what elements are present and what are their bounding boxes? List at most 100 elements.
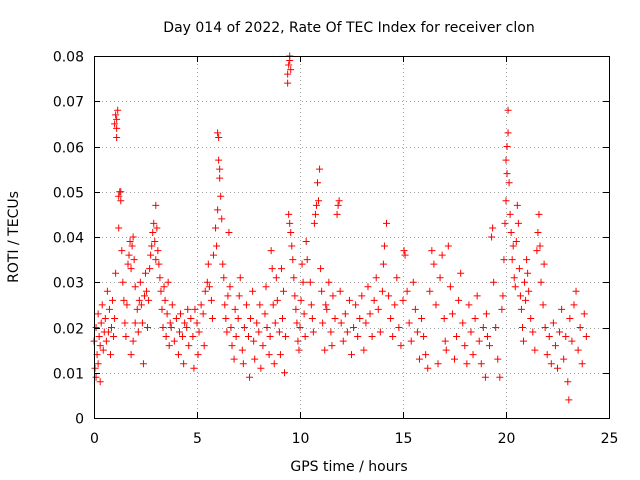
data-point	[276, 351, 284, 359]
data-point	[155, 260, 163, 268]
data-point	[533, 247, 541, 255]
data-point	[451, 355, 458, 363]
data-point	[488, 233, 496, 241]
data-point	[558, 305, 566, 313]
data-point	[505, 179, 513, 187]
data-point	[270, 360, 278, 368]
x-tick-label: 15	[395, 431, 413, 447]
data-point	[246, 373, 254, 381]
data-point	[220, 274, 228, 282]
data-point	[239, 360, 247, 368]
data-point	[471, 314, 479, 322]
data-point	[566, 314, 574, 322]
data-point	[215, 133, 223, 141]
data-point	[185, 342, 193, 350]
data-point	[146, 265, 154, 273]
data-point	[216, 174, 224, 182]
data-point	[380, 242, 388, 250]
data-point	[303, 256, 311, 264]
data-point	[289, 256, 297, 264]
data-point	[163, 310, 171, 318]
data-point	[159, 324, 167, 331]
data-point	[288, 242, 296, 250]
data-point	[477, 360, 485, 368]
data-point	[517, 305, 525, 313]
data-point	[457, 269, 465, 277]
data-point	[113, 133, 121, 141]
y-tick-label: 0.05	[53, 186, 84, 202]
data-point	[348, 351, 355, 359]
x-tick-label: 10	[292, 431, 310, 447]
data-point	[536, 242, 544, 250]
data-point	[496, 373, 504, 381]
data-point	[235, 292, 243, 300]
data-point	[400, 247, 408, 255]
data-point	[554, 364, 561, 372]
data-point	[195, 328, 203, 336]
data-point	[521, 278, 529, 286]
data-point	[108, 324, 116, 331]
chart-title: Day 014 of 2022, Rate Of TEC Index for r…	[163, 20, 534, 36]
data-point	[161, 296, 169, 304]
data-point	[366, 310, 374, 318]
data-point	[463, 360, 471, 368]
data-point	[547, 360, 555, 368]
data-point	[268, 265, 276, 273]
data-point	[582, 333, 590, 341]
data-point	[448, 310, 456, 318]
data-point	[168, 301, 176, 309]
data-point	[290, 274, 298, 282]
data-point	[122, 333, 130, 341]
data-point	[424, 364, 432, 372]
data-point	[441, 337, 449, 345]
data-point	[295, 346, 303, 354]
data-point	[262, 283, 270, 291]
data-point	[257, 364, 265, 372]
data-point	[124, 260, 132, 268]
data-point	[534, 228, 542, 236]
data-point	[151, 238, 159, 246]
data-point	[492, 324, 500, 331]
data-point	[570, 301, 578, 309]
data-point	[190, 364, 198, 372]
data-point	[130, 256, 138, 264]
data-point	[540, 260, 548, 268]
data-point	[420, 333, 428, 341]
data-point	[436, 274, 444, 282]
data-point	[219, 260, 227, 268]
data-point	[275, 328, 283, 336]
data-point	[455, 296, 463, 304]
data-point	[177, 310, 185, 318]
data-point	[440, 314, 448, 322]
data-point	[306, 278, 314, 286]
data-point	[166, 319, 174, 327]
data-point	[193, 319, 201, 327]
data-point	[399, 296, 407, 304]
data-point	[119, 278, 127, 286]
data-point	[232, 333, 240, 341]
data-point	[422, 351, 430, 359]
data-point	[207, 296, 215, 304]
data-point	[94, 360, 102, 368]
data-point	[269, 301, 277, 309]
data-point	[99, 346, 107, 354]
data-point	[191, 305, 199, 313]
data-point	[150, 219, 158, 227]
data-point	[236, 274, 244, 282]
data-point	[525, 287, 533, 295]
data-point	[413, 328, 421, 336]
data-point	[256, 301, 264, 309]
x-tick-label: 25	[601, 431, 619, 447]
data-point	[101, 314, 109, 322]
data-point	[194, 351, 202, 359]
data-point	[506, 210, 514, 218]
data-point	[125, 251, 133, 259]
data-point	[374, 305, 382, 313]
data-point	[301, 333, 309, 341]
data-point	[129, 337, 137, 345]
data-point	[96, 342, 104, 350]
data-point	[345, 296, 353, 304]
data-point	[216, 165, 224, 173]
data-point	[551, 342, 559, 350]
